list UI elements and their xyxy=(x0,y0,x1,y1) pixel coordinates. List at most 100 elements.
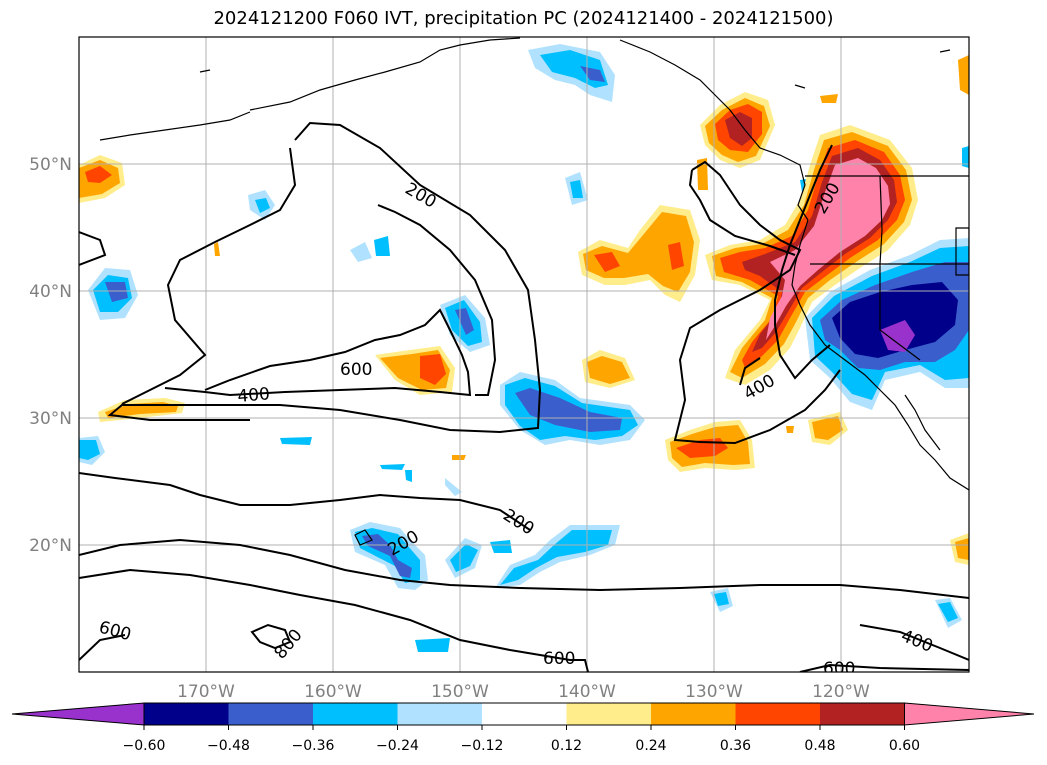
colorbar-tick-label: −0.12 xyxy=(461,738,504,754)
contour-label: 600 xyxy=(543,649,575,669)
lat-label-30n: 30°N xyxy=(29,409,72,429)
ivt-contour-inner-2 xyxy=(377,204,497,396)
state-border-4 xyxy=(955,227,969,276)
colorbar-frame xyxy=(143,702,905,726)
lon-label-120w: 120°W xyxy=(812,682,870,702)
neg-area-left-edge-28n-core xyxy=(79,440,100,460)
neg-area-small-12-core xyxy=(938,602,958,622)
colorbar-segment xyxy=(820,703,905,725)
neg-area-small-7 xyxy=(445,478,462,496)
gulf-california xyxy=(904,394,941,451)
latitude-labels: 20°N 30°N 40°N 50°N xyxy=(29,155,72,556)
lon-label-170w: 170°W xyxy=(177,682,235,702)
lat-label-40n: 40°N xyxy=(29,282,72,302)
contour-label: 400 xyxy=(237,384,271,407)
contour-label: 600 xyxy=(823,659,855,679)
colorbar-ticks xyxy=(143,725,905,730)
pos-area-small-4 xyxy=(786,426,794,433)
neg-area-pacnw-gulf-inner xyxy=(580,66,605,82)
contour-label: 600 xyxy=(340,360,372,380)
ivt-contours xyxy=(79,121,969,672)
ivt-contour-600-east xyxy=(673,160,841,445)
colorbar: −0.60 −0.48 −0.36 −0.24 −0.12 0.12 0.24 … xyxy=(11,702,1035,754)
alaska-coast xyxy=(249,37,521,111)
ivt-contour-200-ar xyxy=(774,144,833,380)
colorbar-segment xyxy=(397,703,482,725)
colorbar-tick-label: 0.24 xyxy=(635,738,666,754)
ivt-contour-400-southeast xyxy=(859,624,969,661)
small-island-2 xyxy=(939,49,951,53)
baja-coast xyxy=(879,389,969,491)
neg-area-west-40n-inner xyxy=(105,282,128,302)
ivt-contour-200-subtrop xyxy=(79,472,531,531)
lon-label-160w: 160°W xyxy=(304,682,362,702)
ivt-contour-600-south xyxy=(79,568,589,672)
neg-area-small-5 xyxy=(280,437,312,445)
colorbar-segment xyxy=(566,703,651,725)
state-border-3 xyxy=(879,264,921,361)
colorbar-tick-label: 0.60 xyxy=(889,738,920,754)
gulf-alaska-coast xyxy=(619,39,761,149)
negative-pc-areas xyxy=(79,44,969,652)
neg-area-small-11 xyxy=(415,638,450,652)
pos-area-right-edge-20n-core xyxy=(955,538,969,560)
map-content: 200 200 200 200 400 400 400 600 600 600 … xyxy=(79,37,969,679)
pos-area-right-edge-55n xyxy=(958,55,969,95)
state-border-1 xyxy=(810,175,883,265)
small-island-1 xyxy=(199,69,211,73)
ivt-contour-800-closed xyxy=(250,623,292,650)
neg-area-140w-30n-inner xyxy=(515,388,622,432)
pos-area-140w-33n-core xyxy=(587,356,630,384)
neg-area-small-10-core xyxy=(714,592,729,606)
colorbar-segment xyxy=(651,703,736,725)
colorbar-tick-label: 0.48 xyxy=(804,738,835,754)
longitude-labels: 170°W 160°W 150°W 140°W 130°W 120°W xyxy=(177,682,870,702)
colorbar-segment xyxy=(482,703,567,725)
ivt-contour-400-inner xyxy=(164,308,472,397)
pos-area-small-2 xyxy=(452,455,466,460)
colorbar-extend-min xyxy=(11,702,145,726)
ivt-contour-600-bottom-right xyxy=(799,663,969,672)
pos-area-140w-42n-core xyxy=(583,212,694,292)
neg-area-right-edge-50n xyxy=(962,146,969,168)
colorbar-tick-label: 0.36 xyxy=(720,738,751,754)
pos-area-west-coast-ar-pink xyxy=(766,158,890,340)
colorbar-tick-label: −0.36 xyxy=(292,738,335,754)
lat-label-50n: 50°N xyxy=(29,155,72,175)
neg-area-southwest-us-navy xyxy=(832,282,958,358)
lat-label-20n: 20°N xyxy=(29,536,72,556)
neg-area-small-8 xyxy=(405,470,412,482)
ivt-contour-600-bottom xyxy=(79,634,126,661)
ivt-contour-400-east xyxy=(688,169,796,256)
colorbar-segment xyxy=(313,703,398,725)
pos-area-left-edge-50n-inner xyxy=(85,166,112,183)
small-island-3 xyxy=(794,84,806,89)
map-frame xyxy=(78,36,970,673)
lon-label-130w: 130°W xyxy=(685,682,743,702)
colorbar-tick-label: 0.12 xyxy=(551,738,582,754)
ivt-contour-200-north xyxy=(107,121,542,434)
lon-label-150w: 150°W xyxy=(431,682,489,702)
pos-area-bc-coast-darkred xyxy=(725,112,752,146)
neg-area-small-4 xyxy=(374,236,390,256)
ivt-contour-200-west xyxy=(121,147,297,405)
ivt-contour-400-south xyxy=(79,538,969,599)
bc-coast xyxy=(759,147,809,221)
map-title: 2024121200 F060 IVT, precipitation PC (2… xyxy=(213,8,834,29)
pos-area-140w-42n-inner-2 xyxy=(668,242,684,270)
colorbar-tick-label: −0.24 xyxy=(376,738,419,754)
neg-area-small-3 xyxy=(350,242,372,262)
hawaii-1 xyxy=(354,529,373,546)
pos-area-small-5 xyxy=(820,94,838,103)
colorbar-extend-max xyxy=(904,702,1035,726)
neg-area-small-1-core xyxy=(255,198,270,213)
ivt-contour-left-edge xyxy=(79,231,107,266)
neg-area-small-2-core xyxy=(570,180,583,198)
pos-area-155w-33n-inner xyxy=(420,354,446,385)
lon-label-140w: 140°W xyxy=(558,682,616,702)
neg-area-145w-18n-core xyxy=(450,544,478,572)
aleutian-islands xyxy=(99,111,251,141)
colorbar-segment xyxy=(144,703,229,725)
pos-area-140w-42n-inner xyxy=(594,252,620,272)
